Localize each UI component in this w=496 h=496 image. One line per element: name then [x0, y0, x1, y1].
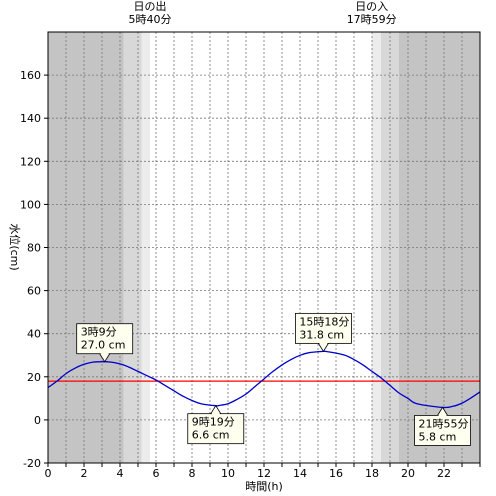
x-tick-label: 6 [153, 467, 160, 480]
y-tick-label: 60 [27, 285, 41, 298]
annotation-box [294, 312, 352, 344]
annotation-time: 21時55分 [419, 417, 469, 430]
annotation-box [414, 415, 471, 446]
x-tick-label: 8 [189, 467, 196, 480]
y-tick-label: 20 [27, 371, 41, 384]
sunrise-label: 日の出 [134, 0, 167, 13]
annotation-box [76, 323, 134, 355]
sun-markers: 日の出 5時40分 日の入 17時59分 [129, 0, 397, 26]
y-tick-label: -20 [23, 457, 41, 470]
y-axis-label: 水位(cm) [8, 223, 22, 270]
annotation-time: 3時9分 [81, 326, 117, 339]
series-group [47, 350, 481, 409]
annotation-pointer [210, 404, 222, 415]
y-axis-ticks: -20 0 20 40 60 80 100 120 140 160 [20, 69, 48, 470]
annotation-time: 9時19分 [192, 416, 235, 429]
sunset-time: 17時59分 [347, 13, 397, 26]
annotation-level: 5.8 cm [419, 430, 457, 443]
grid-lines [48, 32, 480, 463]
x-axis-ticks: 0 2 4 6 8 10 12 14 16 18 20 22 [45, 463, 481, 480]
annotation-pointer [317, 342, 330, 353]
x-tick-label: 16 [329, 467, 343, 480]
night-band [399, 32, 480, 463]
y-tick-label: 0 [34, 414, 41, 427]
tide-line [47, 350, 481, 409]
x-tick-label: 20 [401, 467, 415, 480]
x-tick-label: 14 [293, 467, 307, 480]
sunset-label: 日の入 [355, 0, 388, 13]
x-tick-label: 12 [257, 467, 271, 480]
y-tick-label: 80 [27, 242, 41, 255]
y-tick-label: 40 [27, 328, 41, 341]
y-tick-label: 120 [20, 155, 41, 168]
x-axis-label: 時間(h) [245, 480, 283, 493]
x-tick-label: 0 [45, 467, 52, 480]
annotation-level: 27.0 cm [81, 339, 126, 352]
annotation-level: 31.8 cm [299, 328, 344, 341]
y-tick-label: 100 [20, 198, 41, 211]
annotation-level: 6.6 cm [192, 429, 230, 442]
annotation-box [187, 413, 245, 445]
x-tick-label: 18 [365, 467, 379, 480]
x-tick-label: 10 [221, 467, 235, 480]
sunrise-time: 5時40分 [129, 13, 172, 26]
x-tick-label: 2 [81, 467, 88, 480]
x-tick-label: 4 [117, 467, 124, 480]
x-tick-label: 22 [437, 467, 451, 480]
y-tick-label: 140 [20, 112, 41, 125]
y-tick-label: 160 [20, 69, 41, 82]
annotation-time: 15時18分 [299, 315, 349, 328]
